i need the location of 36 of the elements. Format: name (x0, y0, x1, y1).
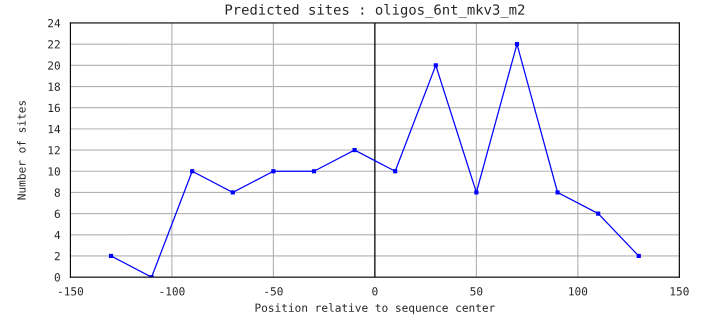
point (190, 169, 194, 174)
y-axis-title: Number of sites (17, 100, 26, 200)
x-tick-label: 100 (569, 287, 588, 296)
y-tick-label: 22 (48, 40, 60, 48)
point (271, 169, 276, 174)
y-tick-label: 0 (54, 273, 60, 282)
x-tick-label: 150 (670, 287, 689, 296)
point (434, 63, 438, 68)
y-tick-label: 16 (48, 104, 60, 112)
x-tick-label: -150 (58, 287, 84, 296)
chart-title: Predicted sites : oligos_6nt_mkv3_m2 (226, 4, 524, 18)
x-tick-label: -50 (265, 287, 283, 296)
y-tick-label: 6 (54, 210, 60, 218)
x-tick-label: 0 (372, 287, 378, 296)
point (393, 169, 398, 174)
y-tick-label: 14 (48, 125, 60, 134)
y-tick-label: 20 (48, 61, 60, 70)
point (514, 42, 520, 46)
y-tick-label: 24 (48, 18, 60, 28)
y-tick-label: 18 (48, 82, 60, 91)
point (636, 254, 641, 258)
y-tick-label: 4 (54, 230, 60, 240)
y-tick-label: 8 (54, 188, 60, 197)
point (352, 148, 357, 152)
point (596, 212, 600, 216)
point (108, 254, 114, 258)
y-tick-label: 12 (48, 146, 60, 154)
x-tick-label: -100 (160, 287, 185, 296)
point (474, 190, 478, 195)
point (555, 190, 560, 195)
point (312, 169, 316, 174)
x-tick-label: 50 (470, 287, 482, 296)
y-tick-label: 2 (54, 252, 60, 260)
y-tick-label: 10 (48, 167, 60, 176)
x-axis-title: Position relative to sequence center (256, 303, 495, 314)
point (230, 190, 235, 195)
